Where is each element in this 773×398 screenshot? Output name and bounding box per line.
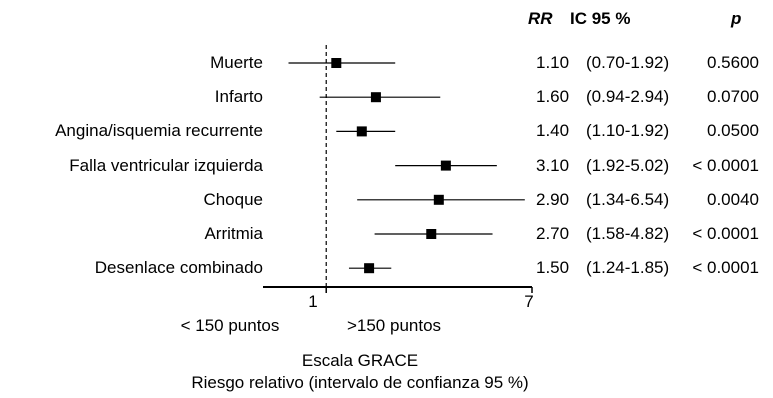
p-value: 0.0700 (707, 87, 759, 107)
ci-value: (1.10-1.92) (586, 121, 670, 141)
row-label: Muerte (210, 53, 263, 72)
point-estimate-3 (356, 126, 367, 137)
rr-value: 1.60 (536, 87, 570, 107)
row-label: Choque (203, 189, 263, 209)
rr-value: 1.10 (536, 53, 570, 72)
row-label: Infarto (214, 87, 263, 107)
p-value: 0.5600 (707, 53, 759, 72)
rr-value: 1.50 (536, 258, 570, 278)
ci-value: (1.24-1.85) (586, 258, 670, 278)
point-estimate-4 (440, 160, 451, 171)
row-label: Falla ventricular izquierda (69, 155, 263, 175)
ci-value: (1.34-6.54) (586, 189, 670, 209)
point-estimate-7 (364, 263, 375, 274)
header-rr: RR (528, 9, 553, 28)
row-label: Angina/isquemia recurrente (55, 121, 263, 141)
header-p: p (731, 9, 742, 28)
ci-value: (1.92-5.02) (586, 155, 670, 175)
x-axis-title-line1: Escala GRACE (301, 351, 419, 370)
p-value: 0.0040 (707, 189, 759, 209)
point-estimate-1 (331, 58, 342, 68)
point-estimate-6 (426, 229, 437, 239)
ci-value: (1.58-4.82) (586, 224, 670, 243)
x-axis-title-line2: Riesgo relativo (intervalo de confianza … (191, 373, 529, 392)
rr-value: 3.10 (536, 155, 570, 175)
ci-value: (0.94-2.94) (586, 87, 670, 107)
rr-value: 2.90 (536, 189, 570, 209)
row-label: Desenlace combinado (94, 258, 263, 278)
point-estimate-2 (370, 92, 381, 103)
p-value: < 0.0001 (692, 155, 759, 175)
header-ci: IC 95 % (570, 9, 631, 28)
favors-left-label: < 150 puntos (180, 316, 280, 335)
p-value: 0.0500 (707, 121, 759, 141)
rr-value: 2.70 (536, 224, 570, 243)
point-estimate-5 (433, 194, 444, 205)
x-tick-label-7: 7 (524, 292, 534, 311)
ci-value: (0.70-1.92) (586, 53, 670, 72)
rr-value: 1.40 (536, 121, 570, 141)
p-value: < 0.0001 (692, 258, 759, 278)
favors-right-label: >150 puntos (346, 316, 442, 335)
p-value: < 0.0001 (692, 224, 759, 243)
x-tick-label-1: 1 (308, 292, 318, 311)
row-label: Arritmia (204, 224, 263, 243)
